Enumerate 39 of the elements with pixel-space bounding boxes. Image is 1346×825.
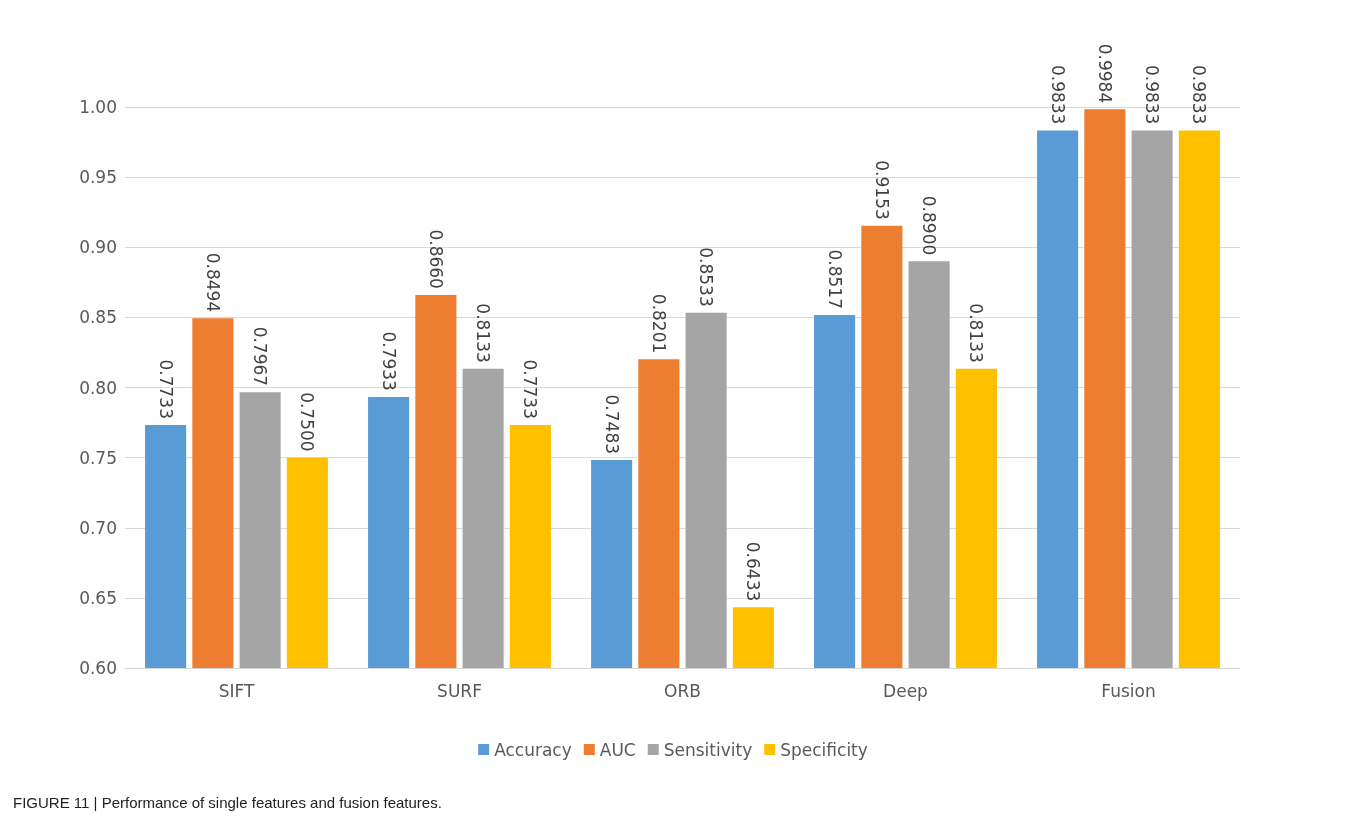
y-tick-label: 0.70 [79,517,117,538]
legend-label: Accuracy [494,739,572,760]
data-label: 0.8517 [824,249,845,309]
data-label: 0.7733 [520,359,541,419]
data-label: 0.9833 [1142,64,1163,125]
y-tick-label: 0.85 [79,307,117,328]
data-label: 0.8660 [425,229,446,289]
data-label: 0.9833 [1047,64,1068,125]
x-tick-label: SIFT [218,680,255,701]
data-label: 0.7967 [250,326,271,387]
y-tick-label: 0.65 [79,587,117,608]
legend-label: Specificity [780,739,868,760]
y-tick-label: 1.00 [79,97,117,117]
y-tick-label: 0.95 [79,167,117,188]
data-label: 0.7500 [297,392,318,452]
x-tick-label: Fusion [1101,680,1156,701]
data-label: 0.8533 [696,247,717,307]
data-label: 0.8133 [473,303,494,363]
data-label: 0.8494 [202,252,223,313]
data-label: 0.7733 [155,359,176,419]
data-label: 0.7483 [601,394,622,455]
x-tick-label: SURF [437,680,482,701]
data-label: 0.6433 [743,541,764,602]
data-label: 0.8133 [966,303,987,363]
y-tick-label: 0.75 [79,447,117,468]
data-label: 0.7933 [378,331,399,391]
y-tick-label: 0.80 [79,377,117,398]
data-label: 0.8900 [919,195,940,256]
text: FIGURE 11 | Performance of single features and fusion features. [13,794,442,811]
legend-label: AUC [599,739,636,760]
data-label: 0.9153 [871,160,892,220]
x-tick-label: Deep [883,680,928,701]
data-label: 0.9833 [1189,64,1210,125]
x-tick-label: ORB [664,680,701,701]
data-label: 0.8201 [648,293,669,354]
y-tick-label: 0.90 [79,237,117,258]
legend-label: Sensitivity [663,739,753,760]
data-label: 0.9984 [1094,43,1115,104]
y-tick-label: 0.60 [79,658,117,678]
